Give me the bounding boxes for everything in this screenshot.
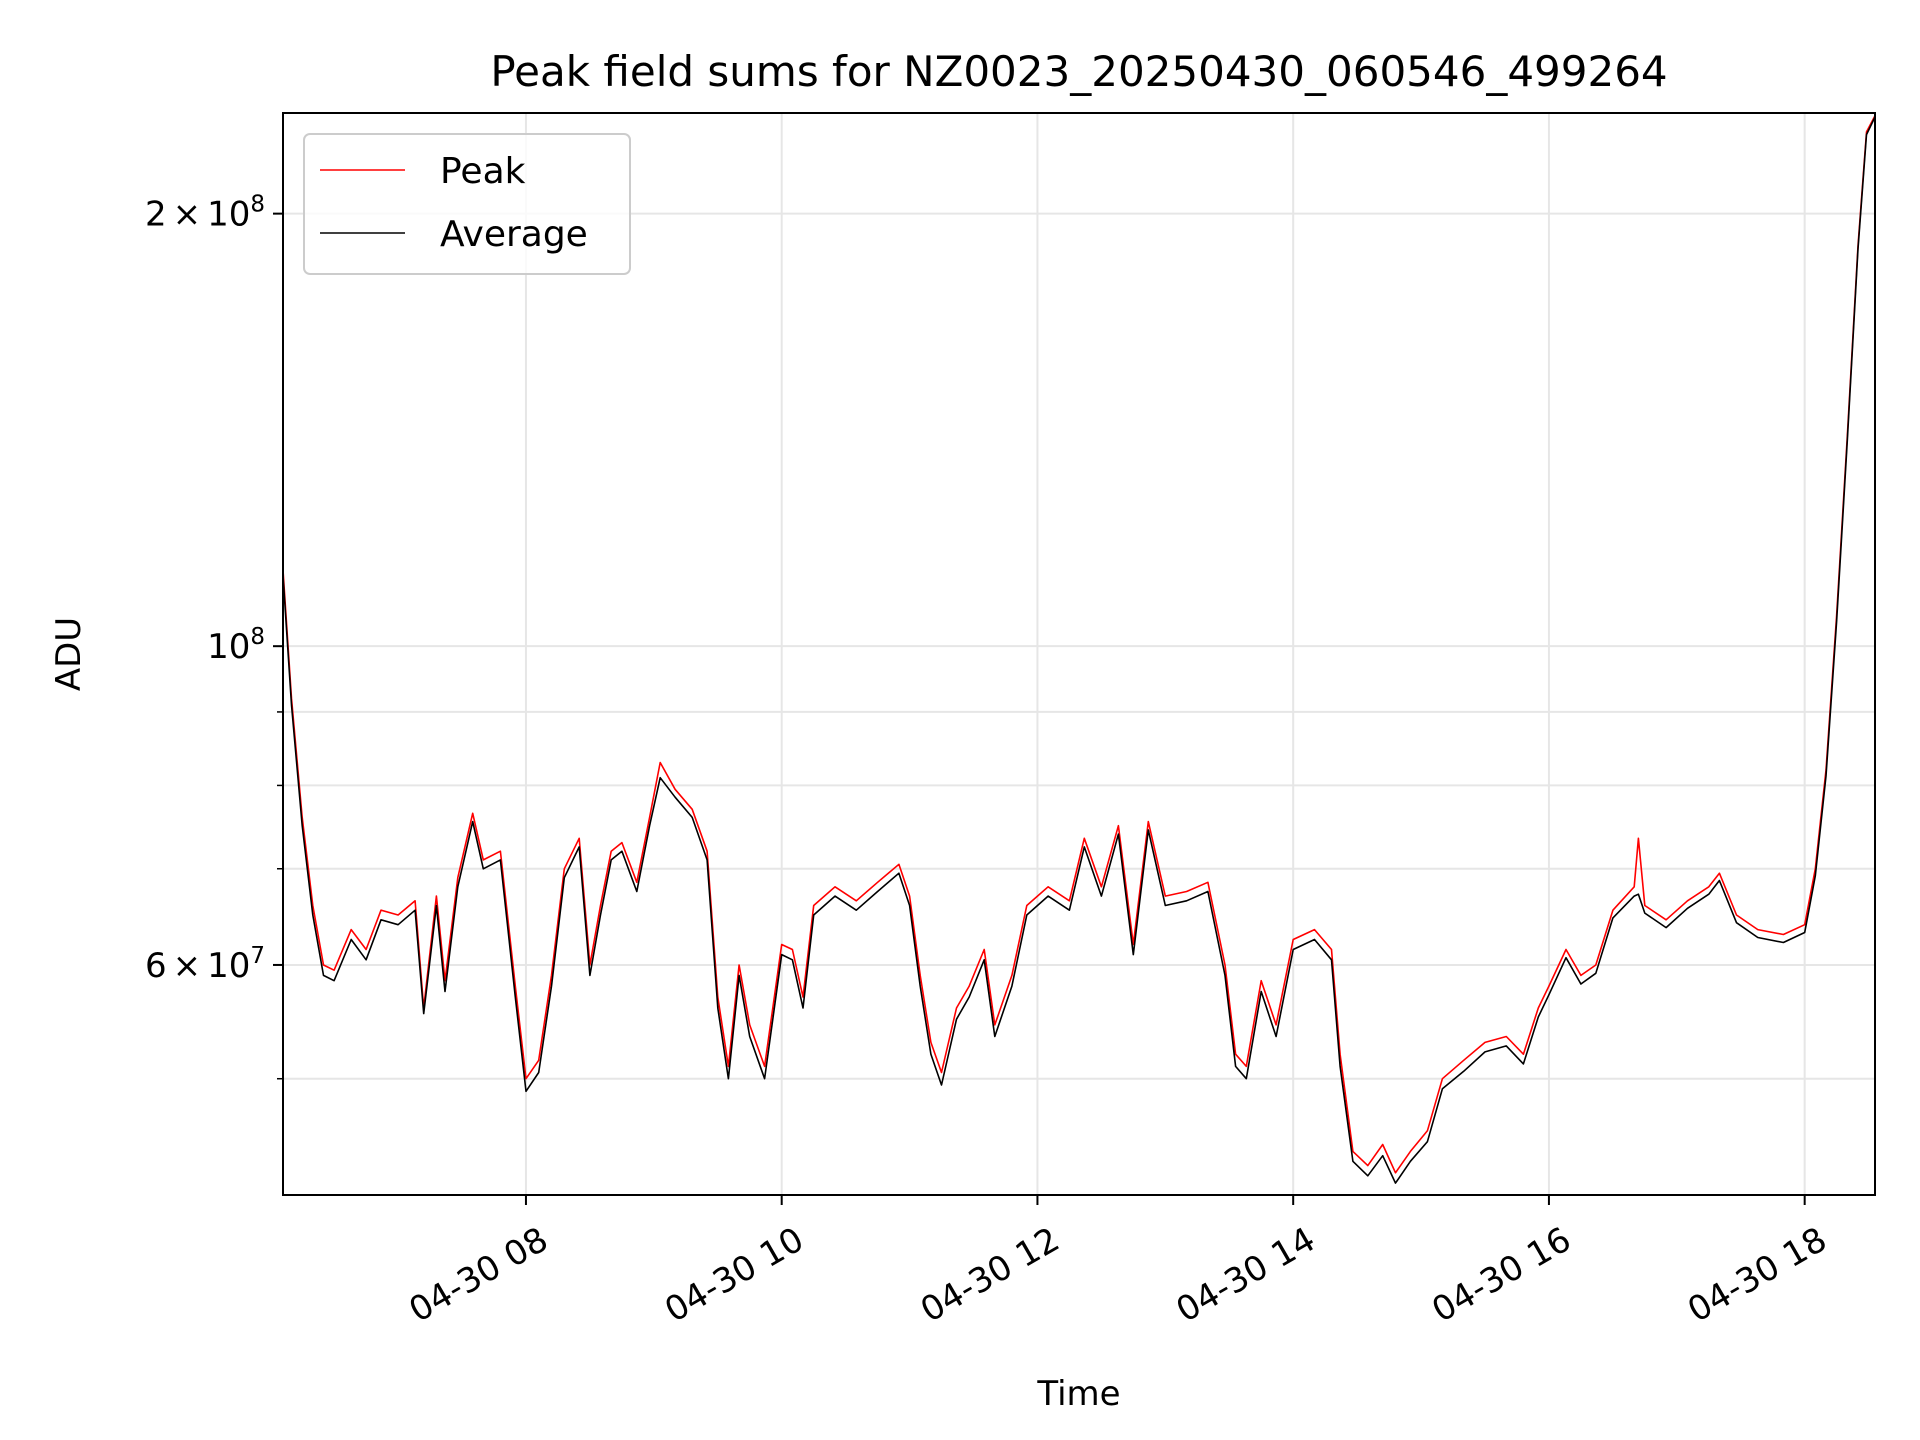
y-tick-label: 6 × 107 [145, 943, 265, 986]
series-line-average [282, 116, 1876, 1184]
series-lines [282, 115, 1876, 1184]
x-axis-ticks: 04-30 08 04-30 10 04-30 12 04-30 14 04-30 16… [402, 1195, 1834, 1331]
legend: Peak Average [303, 133, 631, 275]
y-tick-label-pow10: 10 [207, 946, 250, 986]
y-tick-label: 108 [207, 624, 265, 667]
x-tick-label: 04-30 10 [658, 1220, 810, 1331]
y-tick-label-base: 2 [145, 195, 167, 235]
legend-label-peak: Peak [440, 151, 526, 192]
y-axis-label: ADU [49, 617, 89, 691]
series-line-peak [282, 115, 1876, 1174]
x-tick-label: 04-30 16 [1425, 1220, 1577, 1331]
y-tick-label: 2 × 108 [145, 192, 265, 235]
x-axis-label: Time [1036, 1374, 1120, 1414]
legend-label-average: Average [440, 214, 588, 255]
y-tick-label-times: × [173, 195, 202, 235]
plot-frame [282, 112, 1876, 1196]
x-tick-label: 04-30 14 [1170, 1220, 1322, 1331]
y-tick-label-pow10: 10 [207, 195, 250, 235]
chart-title: Peak field sums for NZ0023_20250430_0605… [490, 47, 1667, 96]
y-tick-label-pow10: 10 [207, 627, 250, 667]
y-tick-label-exp: 7 [250, 943, 265, 969]
x-tick-label: 04-30 18 [1681, 1220, 1833, 1331]
legend-box [303, 133, 631, 275]
grid [283, 113, 1875, 1195]
x-tick-label: 04-30 12 [914, 1220, 1066, 1331]
y-tick-label-base: 6 [145, 946, 167, 986]
y-tick-label-exp: 8 [250, 624, 265, 650]
x-tick-label: 04-30 08 [402, 1220, 554, 1331]
y-tick-label-exp: 8 [250, 192, 265, 218]
y-tick-label-times: × [173, 946, 202, 986]
